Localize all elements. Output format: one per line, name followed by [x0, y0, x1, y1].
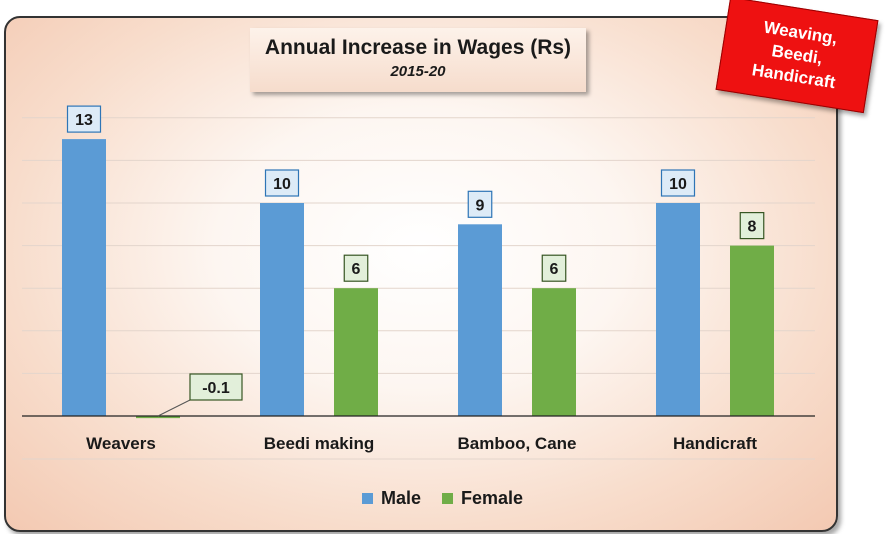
category-label: Handicraft — [673, 434, 757, 453]
bar-female — [334, 288, 378, 416]
legend-label-male: Male — [380, 488, 421, 508]
bar-female — [532, 288, 576, 416]
data-label: 9 — [476, 197, 485, 214]
legend-swatch-male — [361, 493, 373, 504]
data-label-box — [264, 169, 300, 197]
data-label-leader — [157, 399, 191, 417]
category-label: Bamboo, Cane — [457, 434, 576, 453]
chart-title: Annual Increase in Wages (Rs) — [264, 36, 572, 59]
data-label-box — [343, 254, 369, 282]
data-label: -0.1 — [202, 380, 230, 397]
legend-item-male: Male — [361, 488, 421, 509]
bar-male — [458, 224, 502, 416]
data-label: 8 — [748, 219, 757, 236]
category-label: Beedi making — [264, 434, 375, 453]
category-label: Weavers — [86, 434, 156, 453]
bar-male — [656, 203, 700, 416]
chart-subtitle: 2015-20 — [390, 63, 446, 80]
bars — [62, 139, 774, 419]
data-label: 6 — [550, 261, 559, 278]
bar-male — [260, 203, 304, 416]
bar-female — [136, 416, 180, 419]
data-label-box — [739, 212, 765, 240]
data-label-box — [66, 105, 102, 133]
data-label-box — [189, 373, 243, 401]
data-label-box — [660, 169, 696, 197]
data-label-box — [467, 190, 493, 218]
data-label: 10 — [273, 176, 291, 193]
data-labels: 13 10 9 10 -0.1 6 6 8 — [66, 105, 765, 417]
legend-swatch-female — [442, 493, 453, 504]
data-label: 6 — [352, 261, 361, 278]
data-label-box — [541, 254, 567, 282]
category-labels: Weavers Beedi making Bamboo, Cane Handicraf… — [86, 434, 757, 453]
data-label: 13 — [75, 112, 93, 129]
legend-label-female: Female — [461, 488, 524, 508]
chart-title-box: Annual Increase in Wages (Rs) 2015-20 — [250, 28, 586, 92]
data-label: 10 — [669, 176, 687, 193]
bar-male — [62, 139, 106, 416]
legend: Male Female — [0, 488, 885, 509]
legend-item-female: Female — [442, 488, 523, 509]
bar-female — [730, 245, 774, 416]
